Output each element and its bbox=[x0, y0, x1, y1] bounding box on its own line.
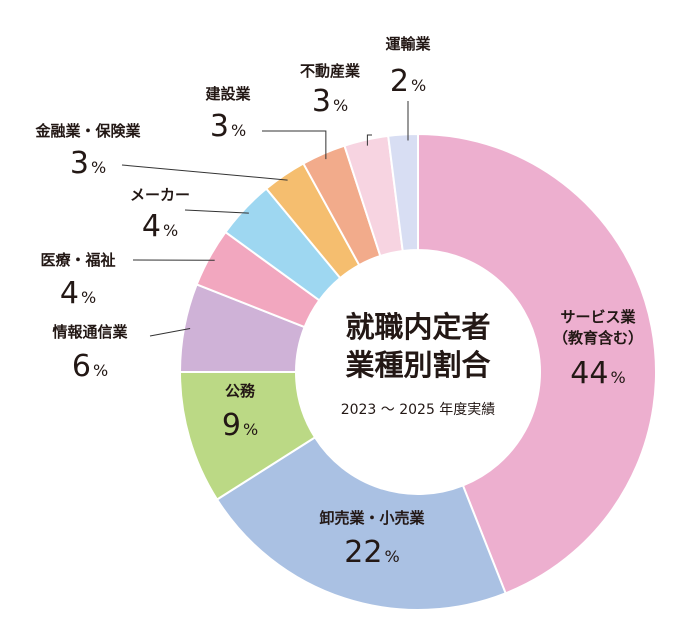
chart-subtitle: 2023 〜 2025 年度実績 bbox=[341, 402, 496, 418]
slice-value-5: 4% bbox=[142, 209, 178, 244]
slice-label-6: 金融業・保険業 bbox=[34, 122, 141, 140]
leader-line-6 bbox=[121, 164, 288, 181]
slice-label-8: 不動産業 bbox=[300, 62, 361, 80]
slice-label-3: 情報通信業 bbox=[52, 323, 128, 341]
leader-line-3 bbox=[149, 328, 191, 337]
leader-line-7 bbox=[262, 130, 327, 160]
slice-label-4: 医療・福祉 bbox=[40, 251, 115, 269]
slice-label-line2-0: （教育含む） bbox=[553, 329, 643, 347]
donut-slice-9 bbox=[387, 132, 419, 253]
slice-label-1: 卸売業・小売業 bbox=[319, 509, 425, 527]
slice-value-9: 2% bbox=[390, 64, 426, 99]
slice-value-0: 44% bbox=[570, 356, 625, 391]
leader-lines bbox=[121, 101, 409, 337]
slice-label-9: 運輸業 bbox=[385, 35, 431, 53]
leader-line-8 bbox=[366, 134, 372, 146]
donut-slice-1 bbox=[215, 435, 507, 611]
slice-value-7: 3% bbox=[210, 109, 246, 144]
donut-segments bbox=[178, 132, 657, 611]
slice-label-0: サービス業 bbox=[560, 308, 636, 326]
slice-value-3: 6% bbox=[72, 349, 108, 384]
chart-title-line1: 就職内定者 bbox=[345, 310, 490, 344]
slice-label-7: 建設業 bbox=[205, 85, 251, 103]
slice-value-4: 4% bbox=[60, 276, 96, 311]
donut-slice-0 bbox=[417, 132, 657, 595]
slice-value-6: 3% bbox=[70, 146, 106, 181]
slice-label-2: 公務 bbox=[225, 382, 256, 400]
leader-line-5 bbox=[184, 209, 249, 214]
chart-title-line2: 業種別割合 bbox=[345, 348, 490, 382]
slice-value-8: 3% bbox=[312, 84, 348, 119]
slice-label-5: メーカー bbox=[130, 186, 190, 204]
